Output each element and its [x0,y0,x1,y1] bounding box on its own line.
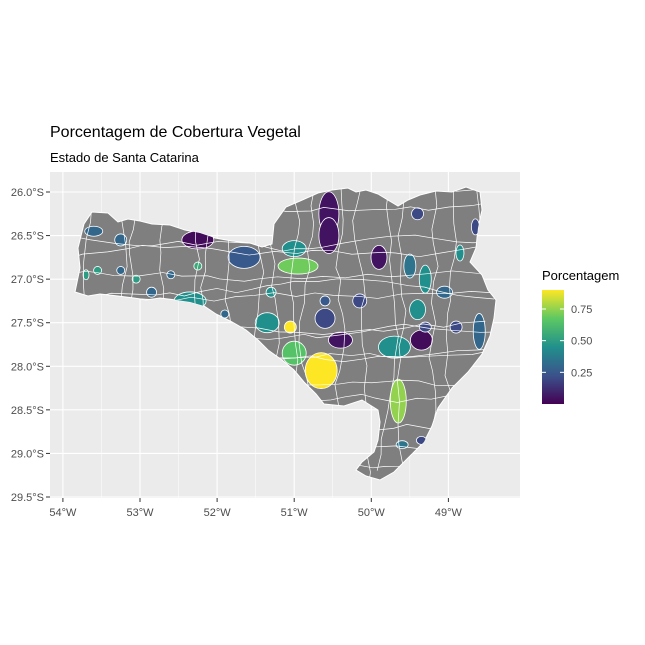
municipality-layer [82,191,486,450]
municipality-region [319,295,331,307]
municipality-region [314,307,336,329]
municipality-region [116,266,126,275]
municipality-region [403,253,417,279]
x-tick-label: 49°W [435,507,463,519]
municipality-region [395,440,409,450]
municipality-border [75,270,496,282]
municipality-region [410,329,433,351]
municipality-region [131,274,141,284]
axis-ticks: 54°W 53°W 52°W 51°W 50°W 49°W 26.0°S 26.5°S 27.0… [11,187,463,519]
municipality-border [75,278,495,300]
x-tick-label: 51°W [281,507,309,519]
y-tick-label: 27.0°S [11,274,44,286]
municipality-region [265,286,277,298]
municipality-border [396,187,409,466]
y-tick-label: 29.0°S [11,448,44,460]
x-tick-label: 53°W [126,507,154,519]
y-tick-label: 26.5°S [11,231,44,243]
municipality-border [75,244,495,259]
chart-subtitle: Estado de Santa Catarina [50,150,199,165]
municipality-region [254,312,280,334]
municipality-region [472,313,486,350]
municipality-region [409,299,426,321]
municipality-region [304,352,338,390]
y-tick-label: 28.5°S [11,405,44,417]
municipality-region [328,331,353,349]
municipality-region [227,245,261,269]
municipality-region [318,217,340,254]
municipality-region [277,257,319,275]
y-tick-label: 29.5°S [11,492,44,504]
y-tick-label: 28.0°S [11,361,44,373]
municipality-region [146,286,157,298]
legend-ticks: 0.25 0.50 0.75 [542,304,592,379]
legend-label: 0.75 [571,304,592,316]
municipality-region [370,244,388,270]
municipality-region [283,320,297,334]
municipality-region [411,207,424,221]
legend: 0.25 0.50 0.75 [542,290,592,404]
legend-colorbar [542,290,564,404]
x-tick-label: 52°W [204,507,232,519]
legend-label: 0.50 [571,336,592,348]
municipality-region [84,225,104,237]
municipality-region [352,293,368,309]
municipality-border [376,187,399,471]
municipality-region [378,335,411,359]
x-tick-label: 50°W [358,507,386,519]
municipality-region [418,264,432,294]
municipality-region [281,340,307,366]
y-tick-label: 26.0°S [11,187,44,199]
chart-title: Porcentagem de Cobertura Vegetal [50,124,301,141]
municipality-region [114,233,128,247]
y-tick-label: 27.5°S [11,318,44,330]
legend-title: Porcentagem [542,268,620,283]
x-tick-label: 54°W [49,507,77,519]
legend-label: 0.25 [571,367,592,379]
municipality-region [82,269,90,281]
municipality-region [455,244,465,262]
municipality-region [220,309,230,319]
